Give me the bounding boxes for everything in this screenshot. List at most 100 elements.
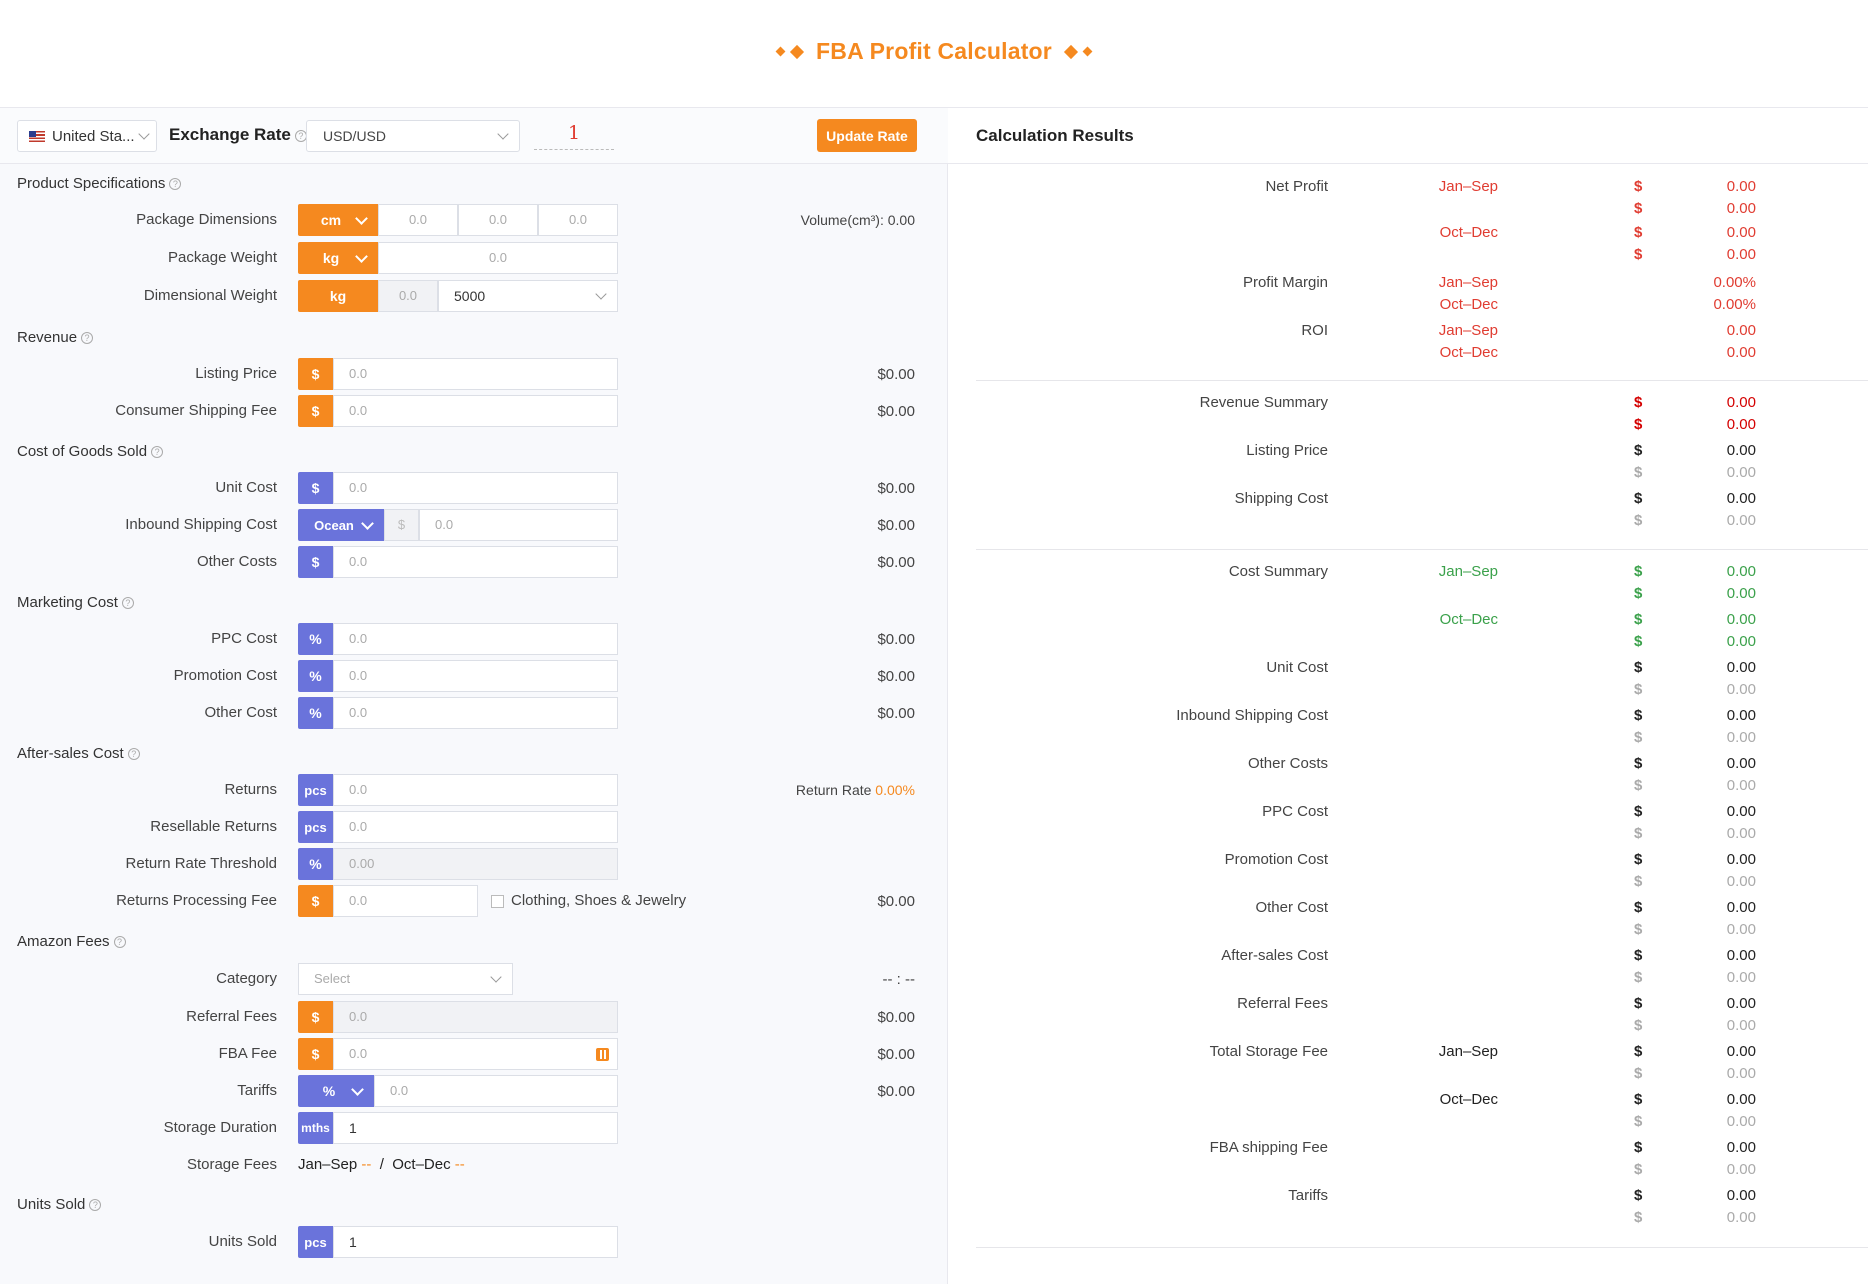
returns-processing-input[interactable]: 0.0 (333, 885, 478, 917)
diamond-right-icon (1063, 44, 1093, 59)
dimensional-weight-label: Dimensional Weight (143, 287, 277, 304)
package-dimensions-control: cm 0.0 0.0 0.0 (298, 204, 618, 236)
length-input[interactable]: 0.0 (378, 204, 458, 236)
unit-cost-input[interactable]: 0.0 (333, 472, 618, 504)
section-title: Revenue (17, 329, 78, 346)
country-select[interactable]: United Sta... (17, 120, 157, 152)
promotion-cost-input[interactable]: 0.0 (333, 660, 618, 692)
category-select[interactable]: Select (298, 963, 513, 995)
profit-margin-oct-value: 0.00% (1713, 296, 1756, 313)
fba-fee-label: FBA Fee (218, 1045, 277, 1062)
tariffs-input[interactable]: 0.0 (374, 1075, 618, 1107)
input-panel: United Sta... Exchange Rate? USD/USD 1 U… (0, 108, 948, 1284)
listing-price-input[interactable]: 0.0 (333, 358, 618, 390)
help-icon[interactable]: ? (81, 332, 94, 345)
resellable-returns-control: pcs 0.0 (298, 811, 618, 843)
promotion-cost-total: 0.00 (1726, 873, 1756, 890)
calculator-icon[interactable] (596, 1048, 609, 1061)
resellable-returns-input[interactable]: 0.0 (333, 811, 618, 843)
unit-text: kg (322, 250, 340, 266)
package-dimensions-label: Package Dimensions (136, 211, 277, 228)
width-input[interactable]: 0.0 (458, 204, 538, 236)
storage-duration-input[interactable]: 1 (333, 1112, 618, 1144)
us-flag-icon (29, 130, 45, 142)
resellable-returns-label: Resellable Returns (150, 818, 277, 835)
referral-fees-label: Referral Fees (1237, 995, 1328, 1012)
ppc-cost-input[interactable]: 0.0 (333, 623, 618, 655)
package-weight-label: Package Weight (168, 249, 277, 266)
referral-fees-value: $0.00 (877, 1009, 915, 1026)
height-input[interactable]: 0.0 (538, 204, 618, 236)
net-profit-label: Net Profit (1265, 178, 1328, 195)
inbound-shipping-value: $0.00 (877, 517, 915, 534)
shipping-mode-select[interactable]: Ocean (298, 509, 384, 541)
exchange-rate-input[interactable]: 1 (534, 122, 614, 150)
results-title: Calculation Results (976, 126, 1134, 145)
checkbox-icon[interactable] (491, 894, 504, 908)
dollar-sign: $ (1634, 512, 1643, 529)
ppc-cost-value: $0.00 (877, 631, 915, 648)
other-costs-input[interactable]: 0.0 (333, 546, 618, 578)
mode-text: Ocean (314, 517, 354, 533)
inbound-shipping-input[interactable]: 0.0 (419, 509, 618, 541)
other-costs-control: $ 0.0 (298, 546, 618, 578)
fba-fee-input[interactable]: 0.0 (333, 1038, 618, 1070)
currency-pair-value: USD/USD (323, 128, 387, 144)
update-rate-button[interactable]: Update Rate (817, 119, 917, 152)
help-icon[interactable]: ? (89, 1199, 102, 1212)
divisor-select[interactable]: 5000 (438, 280, 618, 312)
unit-cost-value: 0.00 (1726, 659, 1756, 676)
other-cost-control: % 0.0 (298, 697, 618, 729)
consumer-shipping-input[interactable]: 0.0 (333, 395, 618, 427)
dollar-sign: $ (1634, 995, 1643, 1012)
storage-oct-total: 0.00 (1726, 1113, 1756, 1130)
tariffs-value: 0.00 (1726, 1187, 1756, 1204)
net-profit-oct-total: 0.00 (1726, 246, 1756, 263)
currency-pair-select[interactable]: USD/USD (306, 120, 520, 152)
results-panel: Calculation Results Net Profit Jan–Sep $… (948, 108, 1868, 1284)
unit-cost-total: 0.00 (1726, 681, 1756, 698)
dollar-sign: $ (1634, 873, 1643, 890)
dollar-sign: $ (1634, 585, 1643, 602)
currency-unit: $ (298, 358, 333, 390)
help-icon[interactable]: ? (113, 936, 126, 949)
returns-control: pcs 0.0 (298, 774, 618, 806)
clothing-label: Clothing, Shoes & Jewelry (511, 892, 687, 909)
storage-jan-total: 0.00 (1726, 1065, 1756, 1082)
after-sales-total: 0.00 (1726, 969, 1756, 986)
diamond-left-icon (775, 44, 805, 59)
separator: / (379, 1156, 384, 1173)
help-icon[interactable]: ? (127, 748, 140, 761)
units-sold-input[interactable]: 1 (333, 1226, 618, 1258)
help-icon[interactable]: ? (121, 597, 134, 610)
section-title: Cost of Goods Sold (17, 443, 148, 460)
pcs-unit: pcs (298, 811, 333, 843)
dollar-sign: $ (1634, 178, 1643, 195)
weight-unit-select[interactable]: kg (298, 242, 378, 274)
other-cost-input[interactable]: 0.0 (333, 697, 618, 729)
clothing-checkbox[interactable]: Clothing, Shoes & Jewelry (491, 892, 686, 909)
category-label: Category (216, 970, 277, 987)
listing-price-label: Listing Price (1246, 442, 1328, 459)
inbound-shipping-value: 0.00 (1726, 707, 1756, 724)
section-title: Product Specifications (17, 175, 166, 192)
dimension-unit-select[interactable]: cm (298, 204, 378, 236)
other-costs-label: Other Costs (1247, 755, 1328, 772)
storage-duration-label: Storage Duration (163, 1119, 277, 1136)
section-after-sales: After-sales Cost? (17, 745, 140, 762)
period-oct-dec: Oct–Dec (1439, 296, 1498, 313)
currency-unit: $ (298, 472, 333, 504)
returns-processing-label: Returns Processing Fee (116, 892, 277, 909)
page-header: FBA Profit Calculator (0, 0, 1868, 108)
help-icon[interactable]: ? (169, 178, 182, 191)
promotion-cost-label: Promotion Cost (173, 667, 277, 684)
dollar-sign: $ (1634, 969, 1643, 986)
returns-input[interactable]: 0.0 (333, 774, 618, 806)
help-icon[interactable]: ? (151, 446, 164, 459)
profit-margin-label: Profit Margin (1242, 274, 1328, 291)
fba-placeholder: 0.0 (349, 1046, 368, 1061)
tariff-unit-select[interactable]: % (298, 1075, 374, 1107)
period-oct-dec: Oct–Dec (392, 1156, 451, 1173)
weight-input[interactable]: 0.0 (378, 242, 618, 274)
dollar-sign: $ (1634, 246, 1643, 263)
